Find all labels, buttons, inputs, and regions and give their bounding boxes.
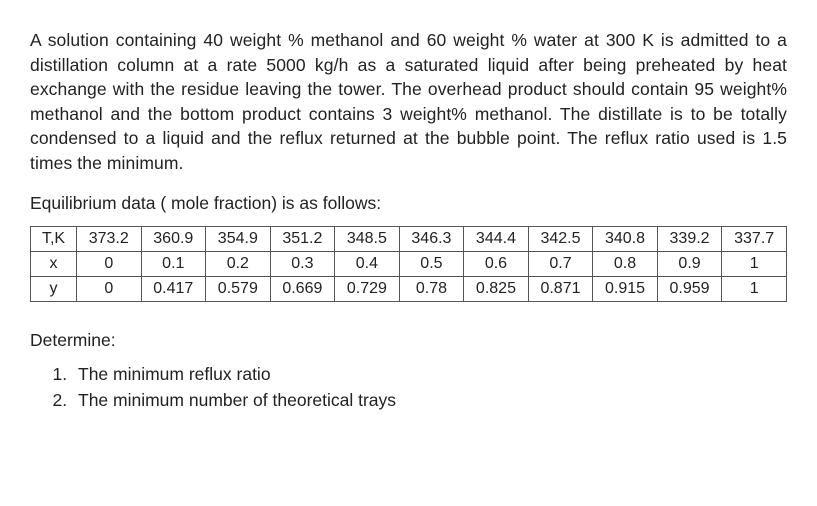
cell: 0.669 <box>270 276 335 301</box>
cell: 342.5 <box>528 226 593 251</box>
cell: 0 <box>77 251 142 276</box>
table-row: T,K 373.2 360.9 354.9 351.2 348.5 346.3 … <box>31 226 787 251</box>
cell: 346.3 <box>399 226 464 251</box>
list-item: The minimum reflux ratio <box>72 361 787 387</box>
cell: 0.729 <box>335 276 400 301</box>
cell: 0.3 <box>270 251 335 276</box>
cell: 0.9 <box>657 251 722 276</box>
row-label-x: x <box>31 251 77 276</box>
cell: 0.871 <box>528 276 593 301</box>
cell: 0.6 <box>464 251 529 276</box>
cell: 0.4 <box>335 251 400 276</box>
determine-list: The minimum reflux ratio The minimum num… <box>54 361 787 414</box>
cell: 360.9 <box>141 226 206 251</box>
cell: 0.417 <box>141 276 206 301</box>
row-label-y: y <box>31 276 77 301</box>
cell: 0.915 <box>593 276 658 301</box>
table-row: y 0 0.417 0.579 0.669 0.729 0.78 0.825 0… <box>31 276 787 301</box>
cell: 337.7 <box>722 226 787 251</box>
cell: 0.1 <box>141 251 206 276</box>
list-item: The minimum number of theoretical trays <box>72 387 787 413</box>
problem-page: A solution containing 40 weight % methan… <box>0 0 817 433</box>
cell: 354.9 <box>206 226 271 251</box>
table-row: x 0 0.1 0.2 0.3 0.4 0.5 0.6 0.7 0.8 0.9 … <box>31 251 787 276</box>
cell: 0.959 <box>657 276 722 301</box>
cell: 340.8 <box>593 226 658 251</box>
determine-heading: Determine: <box>30 330 787 351</box>
cell: 0.825 <box>464 276 529 301</box>
cell: 0 <box>77 276 142 301</box>
problem-statement: A solution containing 40 weight % methan… <box>30 28 787 175</box>
cell: 1 <box>722 276 787 301</box>
cell: 339.2 <box>657 226 722 251</box>
row-label-tk: T,K <box>31 226 77 251</box>
cell: 0.5 <box>399 251 464 276</box>
cell: 373.2 <box>77 226 142 251</box>
cell: 344.4 <box>464 226 529 251</box>
cell: 351.2 <box>270 226 335 251</box>
cell: 0.78 <box>399 276 464 301</box>
cell: 348.5 <box>335 226 400 251</box>
equilibrium-title: Equilibrium data ( mole fraction) is as … <box>30 191 787 216</box>
equilibrium-table: T,K 373.2 360.9 354.9 351.2 348.5 346.3 … <box>30 226 787 302</box>
cell: 0.579 <box>206 276 271 301</box>
cell: 0.7 <box>528 251 593 276</box>
cell: 0.8 <box>593 251 658 276</box>
cell: 0.2 <box>206 251 271 276</box>
cell: 1 <box>722 251 787 276</box>
